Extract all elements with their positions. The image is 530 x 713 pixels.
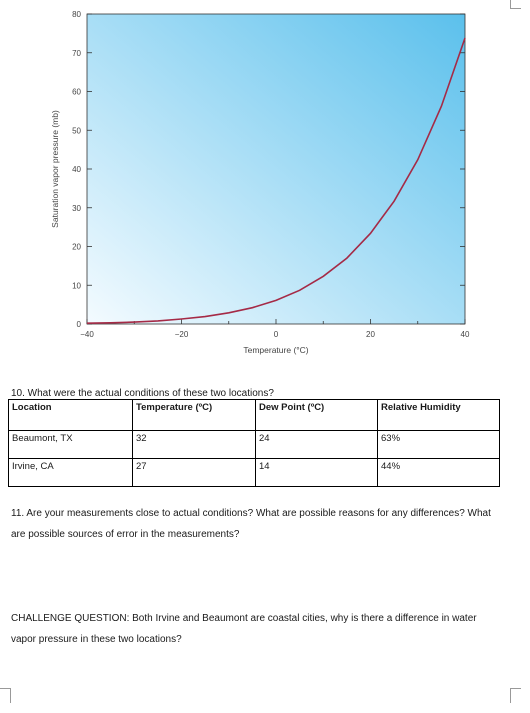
- cell-relative-humidity: 44%: [377, 458, 500, 487]
- cell-temperature: 32: [132, 430, 256, 459]
- table-header-row: Location Temperature (ºC) Dew Point (ºC)…: [8, 399, 500, 431]
- page-corner-mark: [510, 0, 521, 9]
- question-11: 11. Are your measurements close to actua…: [11, 508, 491, 540]
- y-tick-label: 80: [72, 10, 81, 19]
- page-corner-mark: [0, 688, 11, 703]
- cell-temperature: 27: [132, 458, 256, 487]
- y-tick-label: 70: [72, 49, 81, 58]
- y-tick-label: 30: [72, 204, 81, 213]
- saturation-curve: [86, 37, 466, 324]
- table-row: Irvine, CA 27 14 44%: [8, 458, 500, 487]
- cell-location: Beaumont, TX: [8, 430, 133, 459]
- y-tick-label: 0: [77, 320, 82, 329]
- header-relative-humidity: Relative Humidity: [377, 399, 500, 431]
- y-tick-label: 50: [72, 126, 81, 135]
- x-axis-title: Temperature (°C): [243, 345, 308, 355]
- y-tick-label: 60: [72, 88, 81, 97]
- header-location: Location: [8, 399, 133, 431]
- cell-dew-point: 24: [255, 430, 378, 459]
- x-tick-label: −40: [80, 330, 94, 339]
- cell-location: Irvine, CA: [8, 458, 133, 487]
- table-row: Beaumont, TX 32 24 63%: [8, 430, 500, 459]
- challenge-question: CHALLENGE QUESTION: Both Irvine and Beau…: [11, 613, 477, 645]
- y-tick-label: 10: [72, 281, 81, 290]
- x-tick-label: 20: [366, 330, 375, 339]
- cell-dew-point: 14: [255, 458, 378, 487]
- y-axis-title: Saturation vapor pressure (mb): [50, 110, 60, 228]
- plot-area: [86, 13, 466, 325]
- conditions-table: Location Temperature (ºC) Dew Point (ºC)…: [8, 399, 500, 487]
- x-tick-label: −20: [175, 330, 189, 339]
- page-corner-mark: [510, 688, 521, 703]
- y-axis: 0 10 20 30 40 50 60 70 80: [72, 10, 465, 329]
- cell-relative-humidity: 63%: [377, 430, 500, 459]
- y-tick-label: 40: [72, 165, 81, 174]
- x-axis: −40 −20 0 20 40: [80, 319, 470, 339]
- question-10: 10. What were the actual conditions of t…: [11, 388, 274, 399]
- vapor-pressure-chart: −40 −20 0 20 40 0 10 20 30 40 50 60 70 80 Temperatur…: [50, 10, 470, 355]
- x-tick-label: 40: [461, 330, 470, 339]
- header-dew-point: Dew Point (ºC): [255, 399, 378, 431]
- header-temperature: Temperature (ºC): [132, 399, 256, 431]
- y-tick-label: 20: [72, 243, 81, 252]
- x-tick-label: 0: [274, 330, 279, 339]
